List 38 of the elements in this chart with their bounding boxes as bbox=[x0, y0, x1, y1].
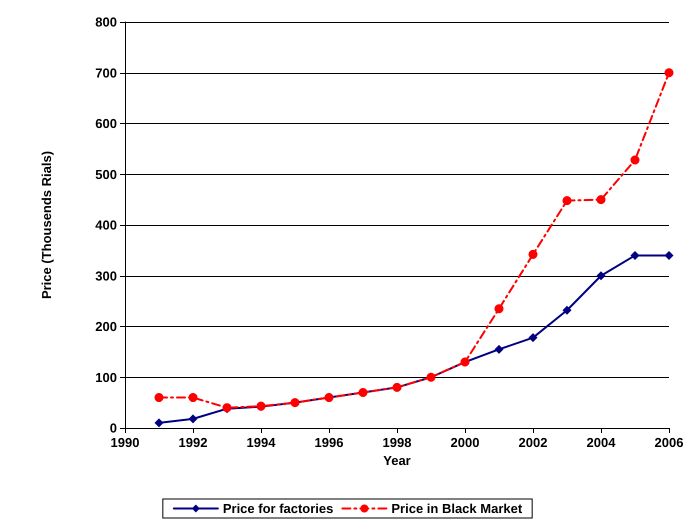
y-tick-label: 100 bbox=[95, 370, 117, 385]
x-tick-label: 1998 bbox=[382, 435, 412, 450]
point bbox=[630, 156, 640, 165]
x-tick-label: 2000 bbox=[450, 435, 480, 450]
y-tick-label: 400 bbox=[95, 218, 117, 232]
point bbox=[664, 68, 674, 78]
point bbox=[562, 196, 572, 206]
y-tick-label: 200 bbox=[95, 319, 117, 334]
legend-label: Price in Black Market bbox=[391, 501, 523, 516]
point bbox=[528, 250, 538, 259]
y-tick-label: 500 bbox=[95, 166, 117, 182]
y-tick-label: 700 bbox=[95, 65, 117, 80]
point bbox=[528, 333, 538, 342]
x-axis-title: Year bbox=[383, 452, 411, 468]
x-tick-label: 2006 bbox=[654, 435, 684, 450]
point bbox=[494, 344, 504, 354]
y-tick-label: 800 bbox=[95, 14, 117, 30]
point bbox=[494, 304, 504, 314]
point bbox=[562, 306, 572, 315]
x-tick-label: 1996 bbox=[314, 435, 344, 450]
point bbox=[154, 418, 164, 428]
y-axis-title: Price (Thousends Rials) bbox=[39, 150, 54, 300]
x-tick-label: 2002 bbox=[518, 435, 548, 450]
point bbox=[596, 195, 606, 204]
point bbox=[188, 414, 198, 424]
point bbox=[188, 393, 198, 402]
point bbox=[664, 250, 674, 260]
legend-label: Price for factories bbox=[222, 501, 334, 516]
point bbox=[596, 271, 606, 280]
y-tick-label: 300 bbox=[95, 268, 117, 284]
x-tick-label: 2004 bbox=[586, 435, 616, 450]
y-tick-label: 0 bbox=[110, 420, 117, 436]
point bbox=[154, 393, 164, 402]
point bbox=[630, 250, 640, 260]
x-tick-label: 1992 bbox=[178, 435, 208, 450]
x-tick-label: 1994 bbox=[246, 435, 276, 450]
y-tick-label: 600 bbox=[95, 116, 117, 131]
x-tick-label: 1990 bbox=[110, 435, 140, 450]
